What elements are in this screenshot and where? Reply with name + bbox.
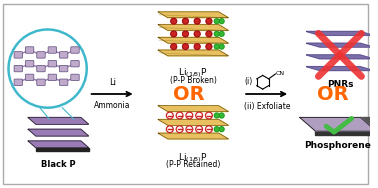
Circle shape xyxy=(214,44,219,49)
FancyBboxPatch shape xyxy=(48,74,57,81)
FancyBboxPatch shape xyxy=(48,61,57,67)
Circle shape xyxy=(196,112,203,119)
FancyBboxPatch shape xyxy=(59,65,68,72)
Polygon shape xyxy=(158,119,228,125)
Polygon shape xyxy=(158,37,228,43)
Text: Phosphorene: Phosphorene xyxy=(305,141,372,150)
Circle shape xyxy=(194,31,200,37)
FancyBboxPatch shape xyxy=(25,74,34,81)
Text: Black P: Black P xyxy=(41,161,76,169)
Circle shape xyxy=(206,18,212,24)
Polygon shape xyxy=(28,118,89,124)
Text: OR: OR xyxy=(173,84,204,104)
Circle shape xyxy=(176,112,183,119)
Circle shape xyxy=(219,31,224,36)
Circle shape xyxy=(166,112,173,119)
Circle shape xyxy=(183,31,188,37)
FancyBboxPatch shape xyxy=(71,61,79,67)
Circle shape xyxy=(171,44,177,49)
FancyBboxPatch shape xyxy=(14,52,23,58)
Circle shape xyxy=(214,127,219,132)
Circle shape xyxy=(176,126,183,133)
Polygon shape xyxy=(158,25,228,30)
Text: Li: Li xyxy=(108,78,116,87)
Text: (P-P Broken): (P-P Broken) xyxy=(170,76,217,85)
Polygon shape xyxy=(28,141,89,148)
Circle shape xyxy=(206,31,212,37)
Text: CN: CN xyxy=(276,71,285,77)
Text: $\mathregular{Li_{(1/8)}P}$: $\mathregular{Li_{(1/8)}P}$ xyxy=(178,151,208,164)
Circle shape xyxy=(196,126,203,133)
Circle shape xyxy=(206,112,212,119)
FancyBboxPatch shape xyxy=(25,47,34,53)
Circle shape xyxy=(219,127,224,132)
Circle shape xyxy=(186,126,193,133)
Polygon shape xyxy=(300,118,376,131)
FancyBboxPatch shape xyxy=(37,79,45,86)
Circle shape xyxy=(214,113,219,118)
Circle shape xyxy=(206,44,212,49)
Polygon shape xyxy=(306,43,373,47)
Polygon shape xyxy=(36,148,89,151)
Polygon shape xyxy=(158,106,228,112)
FancyBboxPatch shape xyxy=(3,4,368,184)
Circle shape xyxy=(219,44,224,49)
Text: (P-P Retained): (P-P Retained) xyxy=(166,161,220,169)
FancyBboxPatch shape xyxy=(71,74,79,81)
FancyBboxPatch shape xyxy=(71,47,79,53)
FancyBboxPatch shape xyxy=(37,52,45,58)
Circle shape xyxy=(219,19,224,24)
Circle shape xyxy=(206,126,212,133)
Text: (ii) Exfoliate: (ii) Exfoliate xyxy=(244,102,291,111)
FancyBboxPatch shape xyxy=(14,65,23,72)
Polygon shape xyxy=(158,133,228,139)
Circle shape xyxy=(214,19,219,24)
Polygon shape xyxy=(306,55,373,59)
Text: Ammonia: Ammonia xyxy=(94,101,130,110)
FancyBboxPatch shape xyxy=(37,65,45,72)
Circle shape xyxy=(166,126,173,133)
Polygon shape xyxy=(158,50,228,56)
FancyBboxPatch shape xyxy=(48,47,57,53)
Circle shape xyxy=(183,44,188,49)
Text: PNRs: PNRs xyxy=(327,80,353,89)
Text: OR: OR xyxy=(317,84,349,104)
Circle shape xyxy=(214,31,219,36)
Circle shape xyxy=(194,18,200,24)
FancyBboxPatch shape xyxy=(59,79,68,86)
Circle shape xyxy=(9,30,87,108)
Circle shape xyxy=(183,18,188,24)
Text: $\mathregular{Li_{(1/8)}P}$: $\mathregular{Li_{(1/8)}P}$ xyxy=(178,67,208,80)
Circle shape xyxy=(194,44,200,49)
Polygon shape xyxy=(306,31,373,35)
FancyBboxPatch shape xyxy=(25,61,34,67)
Polygon shape xyxy=(316,131,376,135)
FancyBboxPatch shape xyxy=(14,79,23,86)
Polygon shape xyxy=(306,67,373,70)
Polygon shape xyxy=(361,118,376,131)
Circle shape xyxy=(171,31,177,37)
Circle shape xyxy=(186,112,193,119)
FancyBboxPatch shape xyxy=(59,52,68,58)
Circle shape xyxy=(171,18,177,24)
Polygon shape xyxy=(28,129,89,136)
Polygon shape xyxy=(158,12,228,18)
Circle shape xyxy=(219,113,224,118)
Text: (i): (i) xyxy=(244,77,253,86)
